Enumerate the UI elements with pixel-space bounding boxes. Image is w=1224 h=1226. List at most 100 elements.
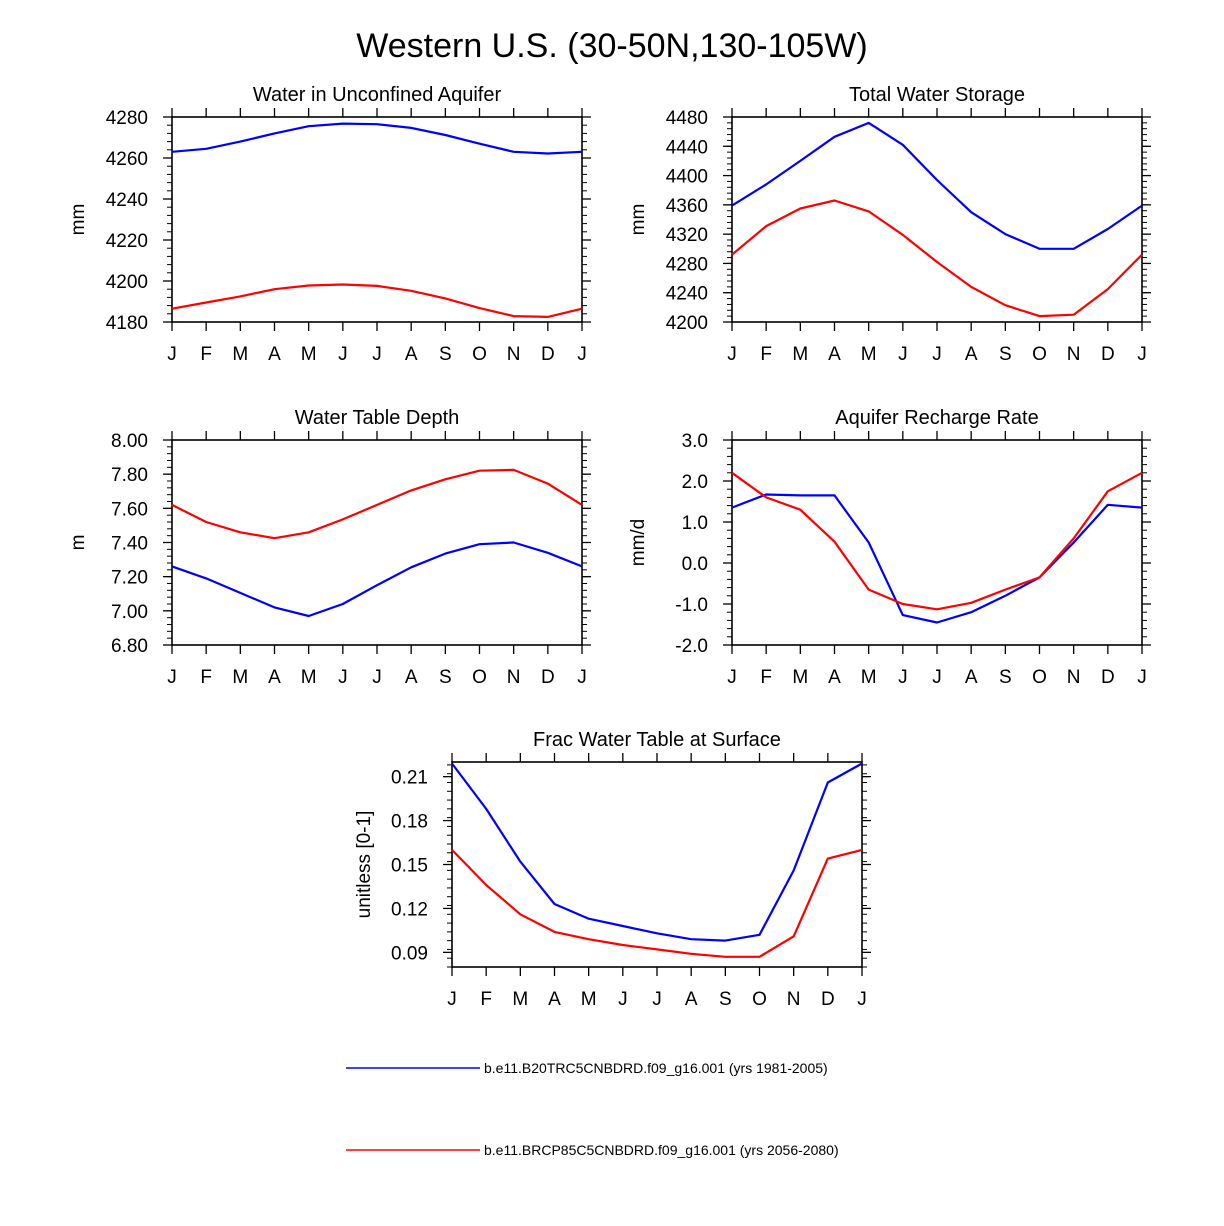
x-tick-label: A bbox=[405, 344, 418, 365]
y-tick-label: 7.60 bbox=[111, 499, 148, 520]
y-tick-label: 4180 bbox=[106, 313, 148, 334]
y-axis-label: mm bbox=[628, 204, 649, 236]
y-tick-label: -2.0 bbox=[675, 636, 708, 657]
y-tick-label: 0.0 bbox=[682, 554, 708, 575]
y-axis-label: unitless [0-1] bbox=[354, 811, 375, 919]
x-tick-label: J bbox=[372, 344, 382, 365]
y-tick-label: 4220 bbox=[106, 231, 148, 252]
x-tick-label: A bbox=[965, 344, 978, 365]
x-tick-label: A bbox=[685, 989, 698, 1010]
x-tick-label: F bbox=[200, 344, 212, 365]
x-tick-label: F bbox=[760, 344, 772, 365]
x-tick-label: O bbox=[472, 344, 487, 365]
x-tick-label: M bbox=[861, 667, 877, 688]
x-tick-label: J bbox=[338, 344, 348, 365]
x-tick-label: S bbox=[999, 667, 1012, 688]
y-tick-label: 8.00 bbox=[111, 431, 148, 452]
x-tick-label: S bbox=[999, 344, 1012, 365]
x-tick-label: O bbox=[752, 989, 767, 1010]
x-tick-label: M bbox=[581, 989, 597, 1010]
x-tick-label: A bbox=[405, 667, 418, 688]
x-tick-label: O bbox=[472, 667, 487, 688]
y-tick-label: 7.20 bbox=[111, 568, 148, 589]
y-tick-label: 4240 bbox=[666, 284, 708, 305]
y-tick-label: 4280 bbox=[666, 254, 708, 275]
series-line-red bbox=[451, 848, 863, 958]
x-tick-label: N bbox=[787, 989, 801, 1010]
x-tick-label: J bbox=[1137, 667, 1147, 688]
y-axis-label: mm bbox=[68, 204, 89, 236]
x-tick-label: J bbox=[727, 667, 737, 688]
x-tick-label: J bbox=[447, 989, 457, 1010]
panel-title: Water in Unconfined Aquifer bbox=[253, 84, 502, 106]
x-tick-label: M bbox=[232, 667, 248, 688]
x-tick-label: D bbox=[1101, 667, 1115, 688]
x-tick-label: J bbox=[898, 344, 908, 365]
series-line-red bbox=[171, 468, 583, 540]
x-tick-label: J bbox=[652, 989, 662, 1010]
y-tick-label: 4260 bbox=[106, 149, 148, 170]
x-tick-label: O bbox=[1032, 344, 1047, 365]
x-tick-label: M bbox=[301, 344, 317, 365]
x-tick-label: A bbox=[268, 667, 281, 688]
x-tick-label: A bbox=[828, 344, 841, 365]
series-line-blue bbox=[171, 122, 583, 155]
x-tick-label: O bbox=[1032, 667, 1047, 688]
x-tick-label: A bbox=[268, 344, 281, 365]
x-tick-label: N bbox=[507, 344, 521, 365]
y-tick-label: 6.80 bbox=[111, 636, 148, 657]
y-tick-label: 4480 bbox=[666, 108, 708, 129]
x-tick-label: S bbox=[719, 989, 732, 1010]
x-tick-label: N bbox=[1067, 667, 1081, 688]
panel-title: Frac Water Table at Surface bbox=[533, 729, 781, 751]
y-tick-label: 4400 bbox=[666, 167, 708, 188]
series-line-red bbox=[171, 283, 583, 318]
y-tick-label: 0.15 bbox=[391, 856, 428, 877]
y-tick-label: 4440 bbox=[666, 137, 708, 158]
legend-label: b.e11.B20TRC5CNBDRD.f09_g16.001 (yrs 198… bbox=[484, 1060, 828, 1076]
x-tick-label: A bbox=[828, 667, 841, 688]
x-tick-label: J bbox=[932, 667, 942, 688]
y-tick-label: 1.0 bbox=[682, 513, 708, 534]
y-tick-label: 7.80 bbox=[111, 465, 148, 486]
x-tick-label: J bbox=[1137, 344, 1147, 365]
y-tick-label: 4240 bbox=[106, 190, 148, 211]
panel-title: Water Table Depth bbox=[295, 407, 460, 429]
y-axis-label: m bbox=[68, 535, 89, 551]
series-line-red bbox=[731, 199, 1143, 318]
plot-frame bbox=[731, 116, 1143, 323]
legend-label: b.e11.BRCP85C5CNBDRD.f09_g16.001 (yrs 20… bbox=[484, 1142, 839, 1158]
x-tick-label: J bbox=[167, 344, 177, 365]
y-tick-label: 4200 bbox=[106, 272, 148, 293]
plot-frame bbox=[171, 439, 583, 646]
plot-frame bbox=[731, 439, 1143, 646]
x-tick-label: D bbox=[541, 344, 555, 365]
x-tick-label: J bbox=[932, 344, 942, 365]
x-tick-label: A bbox=[548, 989, 561, 1010]
x-tick-label: J bbox=[338, 667, 348, 688]
panel-title: Aquifer Recharge Rate bbox=[835, 407, 1038, 429]
x-tick-label: F bbox=[480, 989, 492, 1010]
x-tick-label: J bbox=[577, 344, 587, 365]
x-tick-label: M bbox=[792, 667, 808, 688]
series-line-blue bbox=[171, 541, 583, 618]
x-tick-label: D bbox=[1101, 344, 1115, 365]
x-tick-label: F bbox=[200, 667, 212, 688]
y-tick-label: 4360 bbox=[666, 196, 708, 217]
series-line-red bbox=[731, 471, 1143, 611]
x-tick-label: A bbox=[965, 667, 978, 688]
y-tick-label: 0.21 bbox=[391, 768, 428, 789]
x-tick-label: N bbox=[1067, 344, 1081, 365]
y-tick-label: 4280 bbox=[106, 108, 148, 129]
y-tick-label: 0.09 bbox=[391, 943, 428, 964]
y-tick-label: 2.0 bbox=[682, 472, 708, 493]
x-tick-label: M bbox=[792, 344, 808, 365]
y-tick-label: 0.12 bbox=[391, 899, 428, 920]
x-tick-label: M bbox=[512, 989, 528, 1010]
